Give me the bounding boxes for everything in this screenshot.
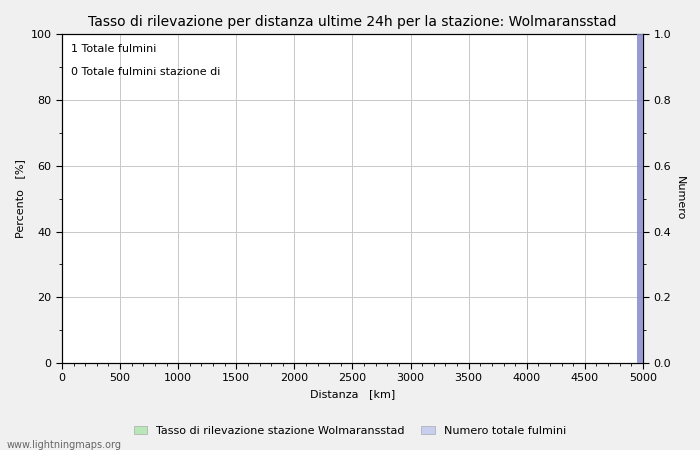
Text: 0 Totale fulmini stazione di: 0 Totale fulmini stazione di — [71, 67, 220, 77]
X-axis label: Distanza   [km]: Distanza [km] — [310, 389, 395, 399]
Bar — [637, 34, 643, 363]
Legend: Tasso di rilevazione stazione Wolmaransstad, Numero totale fulmini: Tasso di rilevazione stazione Wolmaranss… — [130, 421, 570, 440]
Y-axis label: Numero: Numero — [675, 176, 685, 221]
Text: www.lightningmaps.org: www.lightningmaps.org — [7, 440, 122, 450]
Title: Tasso di rilevazione per distanza ultime 24h per la stazione: Wolmaransstad: Tasso di rilevazione per distanza ultime… — [88, 15, 617, 29]
Text: 1 Totale fulmini: 1 Totale fulmini — [71, 44, 156, 54]
Y-axis label: Percento   [%]: Percento [%] — [15, 159, 25, 238]
